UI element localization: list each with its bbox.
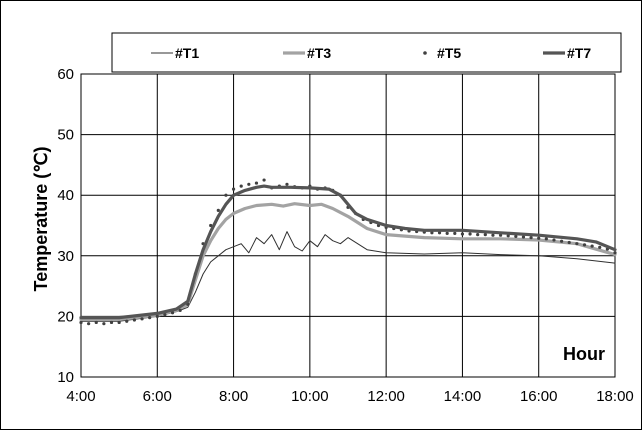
- data-point: [521, 235, 526, 239]
- y-tick-label: 40: [57, 187, 74, 204]
- data-point: [155, 314, 159, 318]
- grid: [80, 73, 616, 378]
- data-point: [209, 223, 213, 228]
- series-t1-line: [80, 231, 616, 322]
- data-point: [544, 237, 548, 241]
- y-tick-label: 10: [57, 369, 74, 386]
- x-tick-label: 18:00: [596, 388, 634, 405]
- data-point: [430, 231, 434, 235]
- data-point: [560, 239, 564, 243]
- series-t7-line: [79, 184, 617, 320]
- data-point: [552, 238, 556, 242]
- plot-area: [80, 73, 616, 378]
- x-tick-label: 16:00: [520, 388, 558, 405]
- y-tick-label: 50: [57, 127, 74, 144]
- data-point: [445, 231, 449, 235]
- data-point: [598, 245, 602, 249]
- data-point: [117, 320, 121, 325]
- data-point: [437, 231, 442, 235]
- data-point: [170, 311, 175, 315]
- data-point: [87, 322, 91, 326]
- x-axis-ticks: 4:00 6:00 8:00 10:00 12:00 14:00 16:00 18:00: [66, 388, 633, 405]
- data-point: [582, 243, 587, 247]
- data-point: [140, 317, 144, 321]
- data-point: [537, 236, 541, 240]
- data-point: [216, 208, 220, 212]
- x-tick-label: 14:00: [444, 388, 482, 405]
- data-point: [262, 178, 266, 182]
- y-axis-label: Temperature (℃): [31, 147, 51, 292]
- data-point: [514, 234, 518, 239]
- data-point: [125, 319, 129, 323]
- data-point: [506, 234, 510, 238]
- legend-label-t7: #T7: [567, 45, 591, 61]
- data-point: [178, 308, 182, 312]
- data-point: [468, 232, 472, 236]
- legend-label-t5: #T5: [437, 45, 461, 61]
- x-tick-label: 10:00: [291, 388, 329, 405]
- x-axis-label: Hour: [563, 344, 605, 364]
- data-point: [590, 244, 594, 248]
- data-point: [102, 322, 106, 326]
- legend-label-t1: #T1: [175, 45, 199, 61]
- legend-swatch-t5: [423, 51, 427, 55]
- y-tick-label: 60: [57, 66, 74, 83]
- data-point: [476, 232, 480, 237]
- legend-label-t3: #T3: [307, 45, 331, 61]
- data-point: [239, 184, 243, 188]
- x-tick-label: 6:00: [143, 388, 172, 405]
- data-point: [567, 240, 571, 245]
- y-axis-ticks: 10 20 30 40 50 60: [57, 66, 74, 386]
- data-point: [163, 312, 167, 317]
- legend-box: [111, 32, 622, 73]
- data-point: [285, 182, 289, 186]
- x-tick-label: 8:00: [219, 388, 248, 405]
- data-point: [483, 232, 487, 237]
- legend: #T1 #T3 #T5 #T7: [111, 32, 622, 73]
- data-point: [79, 320, 83, 325]
- data-point: [613, 251, 617, 255]
- data-point: [491, 233, 495, 237]
- data-point: [254, 181, 259, 185]
- series-layer: [79, 178, 617, 326]
- x-tick-label: 12:00: [367, 388, 405, 405]
- data-point: [575, 242, 579, 246]
- x-tick-label: 4:00: [66, 388, 95, 405]
- data-point: [529, 236, 533, 240]
- data-point: [247, 182, 251, 186]
- data-point: [109, 320, 114, 325]
- data-point: [231, 187, 236, 191]
- data-point: [94, 320, 98, 325]
- data-point: [132, 318, 136, 322]
- data-point: [460, 232, 465, 236]
- data-point: [224, 193, 228, 197]
- y-tick-label: 30: [57, 248, 74, 265]
- data-point: [148, 316, 152, 320]
- y-tick-label: 20: [57, 308, 74, 325]
- data-point: [453, 231, 457, 235]
